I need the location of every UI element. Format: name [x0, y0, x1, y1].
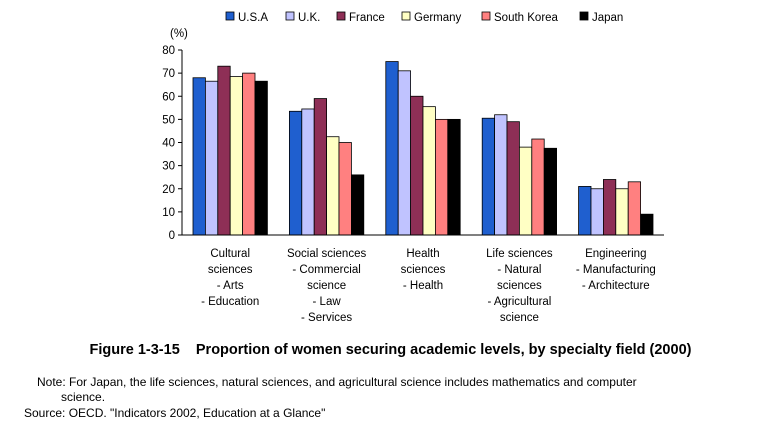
y-tick-label: 60: [162, 91, 175, 103]
note: Note: For Japan, the life sciences, natu…: [37, 375, 762, 404]
bar-france-1: [313, 98, 328, 236]
category-label-line: science: [307, 280, 346, 292]
bar-south-korea-4: [627, 181, 642, 236]
category-label-line: Life sciences: [486, 248, 553, 260]
bar-france-0: [217, 65, 231, 236]
legend-swatch-france: [336, 11, 346, 21]
legend-label-u-k-: U.K.: [298, 12, 320, 24]
bar-u-k--2: [397, 70, 412, 236]
category-label-line: - Commercial: [292, 264, 360, 276]
category-label-line: Health: [406, 248, 439, 260]
category-label-1: Social sciences - Commercial science - Law -…: [287, 248, 367, 324]
y-tick-label: 80: [162, 45, 175, 57]
y-tick-label: 30: [162, 161, 175, 173]
bar-germany-1: [326, 136, 340, 236]
category-label-line: - Law: [313, 296, 342, 308]
bar-germany-2: [422, 106, 436, 236]
figure-caption: Figure 1-3-15 Proportion of women securi…: [89, 342, 692, 358]
category-label-line: - Services: [301, 312, 352, 324]
category-label-line: - Agricultural: [487, 296, 551, 308]
bar-south-korea-2: [434, 118, 449, 236]
category-label-line: Social sciences: [287, 248, 367, 260]
category-label-line: - Health: [403, 280, 443, 292]
bar-germany-4: [615, 188, 629, 236]
category-label-2: Health sciences - Health: [401, 248, 446, 292]
category-label-0: Cultural sciences - Arts - Education: [201, 248, 259, 308]
y-tick-label: 50: [162, 114, 175, 126]
bar-u-s-a-1: [288, 110, 303, 236]
legend-swatch-south-korea: [481, 11, 491, 21]
bar-u-s-a-4: [578, 186, 592, 236]
bar-u-k--0: [204, 80, 219, 236]
bar-japan-1: [350, 174, 365, 236]
y-unit-label: (%): [170, 28, 188, 40]
bar-germany-0: [229, 76, 243, 236]
bar-japan-4: [640, 213, 654, 236]
source: Source: OECD. "Indicators 2002, Educatio…: [24, 406, 326, 420]
bar-u-s-a-2: [385, 61, 399, 236]
legend-swatch-germany: [401, 11, 411, 21]
category-label-line: science: [500, 312, 539, 324]
bar-south-korea-0: [242, 72, 256, 236]
category-label-line: - Natural: [497, 264, 541, 276]
bars: [192, 61, 654, 236]
legend-label-japan: Japan: [592, 12, 623, 24]
category-label-4: Engineering - Manufacturing - Architecture: [576, 248, 656, 292]
category-label-line: - Architecture: [582, 280, 650, 292]
category-label-line: - Arts: [217, 280, 244, 292]
bar-japan-0: [254, 80, 268, 236]
category-label-line: - Education: [201, 296, 259, 308]
legend-swatch-japan: [579, 11, 589, 21]
bar-japan-2: [447, 118, 461, 236]
category-label-line: Engineering: [585, 248, 646, 260]
bar-u-s-a-0: [192, 77, 206, 236]
y-tick-label: 0: [169, 230, 175, 242]
y-axis-ticks: 0 10 20 30 40 50 60 70 80: [162, 45, 182, 242]
category-label-line: - Manufacturing: [576, 264, 656, 276]
bar-france-3: [506, 121, 520, 236]
y-tick-label: 70: [162, 68, 175, 80]
category-labels: Cultural sciences - Arts - Education Social …: [201, 248, 656, 324]
bar-germany-3: [519, 146, 533, 236]
bar-u-s-a-3: [481, 117, 496, 236]
y-tick-label: 10: [162, 207, 175, 219]
legend-label-germany: Germany: [414, 12, 462, 24]
category-label-line: sciences: [497, 280, 542, 292]
bar-u-k--1: [301, 108, 315, 236]
legend-swatch-u-k-: [285, 11, 295, 21]
bar-south-korea-3: [531, 138, 545, 236]
category-label-line: sciences: [401, 264, 446, 276]
note-line-2: science.: [61, 389, 106, 404]
bar-south-korea-1: [338, 142, 352, 236]
legend-label-france: France: [349, 12, 385, 24]
y-tick-label: 40: [162, 138, 175, 150]
bar-chart: U.S.A U.K. France Germany South Korea Japan (…: [162, 11, 664, 324]
y-tick-label: 20: [162, 184, 175, 196]
bar-france-2: [410, 95, 424, 236]
bar-u-k--4: [590, 188, 604, 236]
note-line-1: Note: For Japan, the life sciences, natu…: [37, 375, 637, 389]
bar-u-k--3: [494, 114, 508, 236]
legend-label-south-korea: South Korea: [494, 12, 559, 24]
category-label-line: Cultural: [210, 248, 250, 260]
legend-swatch-u-s-a: [225, 11, 235, 21]
legend: U.S.A U.K. France Germany South Korea Japan: [225, 11, 623, 24]
category-label-3: Life sciences - Natural sciences - Agricult…: [486, 248, 553, 324]
bar-japan-3: [543, 147, 558, 236]
legend-label-u-s-a: U.S.A: [238, 12, 268, 24]
bar-france-4: [603, 179, 617, 236]
category-label-line: sciences: [208, 264, 253, 276]
